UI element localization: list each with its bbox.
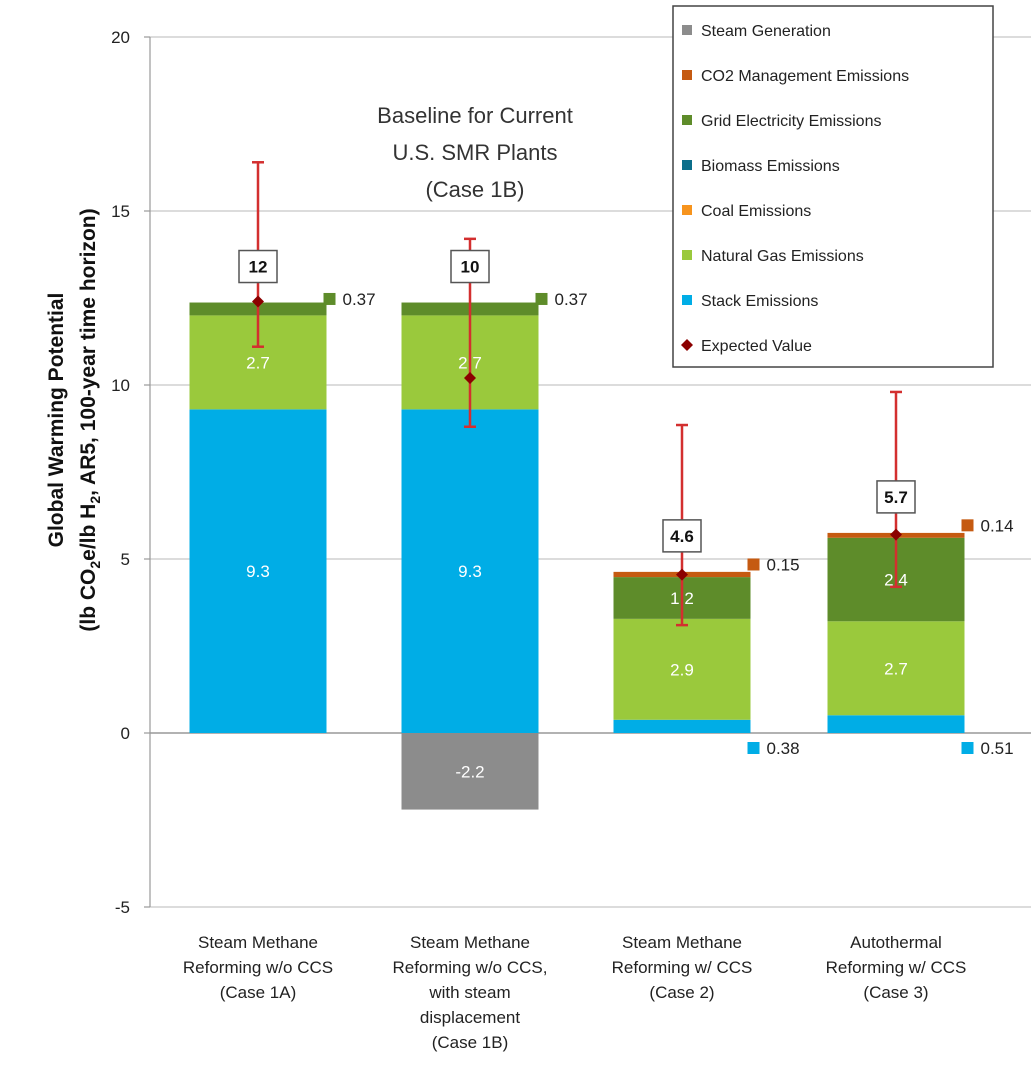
expected-value-label: 10 [461,258,480,277]
side-label-marker [747,558,760,571]
legend-label: CO2 Management Emissions [701,68,909,85]
legend-swatch [682,295,692,305]
bar-segment-stack-emissions [189,409,327,733]
segment-value-label: -2.2 [455,762,484,781]
legend-label: Coal Emissions [701,203,811,220]
category-label-line: Reforming w/o CCS [183,958,333,977]
y-axis-title-part: , AR5, 100-year time horizon) [77,208,100,495]
legend-swatch [682,160,692,170]
side-value-label: 0.38 [767,739,800,758]
y-tick-label: 20 [111,28,130,47]
legend-marker-expected-value [681,339,693,351]
side-value-label: 0.51 [981,739,1014,758]
category-label-line: (Case 1B) [432,1033,509,1052]
category-label-line: Steam Methane [198,933,318,952]
y-axis-title-part: (lb CO [77,569,100,632]
side-label-marker [961,742,974,754]
expected-value-marker [890,528,902,541]
y-axis-title-subscript: 2 [87,496,103,504]
annotation-text: Baseline for Current U.S. SMR Plants (Case… [377,103,573,202]
y-axis-ticks: 20 15 10 5 0 -5 [111,28,130,917]
segment-value-label: 9.3 [458,562,482,581]
expected-value-box [238,249,278,284]
legend-swatch [682,25,692,35]
legend-label: Grid Electricity Emissions [701,113,881,130]
baseline-annotation: Baseline for Current U.S. SMR Plants (Case… [377,103,573,202]
segment-value-label: 9.3 [246,562,270,581]
y-axis-title-group: Global Warming Potential(lb CO2e/lb H2, … [45,208,103,631]
expected-value-box [450,249,490,284]
side-label-marker [961,519,974,532]
category-label-line: with steam [428,983,510,1002]
expected-value-marker [676,568,688,581]
expected-value-label: 12 [249,258,268,277]
legend-swatch [682,70,692,80]
category-label: Steam Methane Reforming w/ CCS (Case 2) [612,933,753,1002]
expected-value-marker [464,372,476,385]
expected-value-label: 5.7 [884,488,908,507]
y-axis-title-subscript: 2 [87,561,103,569]
side-value-label: 0.37 [555,290,588,309]
legend-label: Stack Emissions [701,293,818,310]
bar-segment-natural-gas-emissions [827,621,965,716]
bar-segment-stack-emissions [613,719,751,733]
side-value-label: 0.37 [343,290,376,309]
bar-segment-natural-gas-emissions [613,618,751,720]
category-label: Autothermal Reforming w/ CCS (Case 3) [826,933,967,1002]
y-axis-title-part: e/lb H [77,504,100,561]
legend-label: Natural Gas Emissions [701,248,864,265]
segment-value-label: 2.7 [884,659,908,678]
legend-swatch [682,250,692,260]
legend-box [672,5,994,368]
category-label-line: Reforming w/ CCS [826,958,967,977]
side-label-marker [747,742,760,754]
legend-swatch [682,115,692,125]
category-label-line: Reforming w/ CCS [612,958,753,977]
category-label: Steam Methane Reforming w/o CCS (Case 1A) [183,933,333,1002]
side-value-label: 0.14 [981,516,1014,535]
y-axis-title-line2: (lb CO2e/lb H2, AR5, 100-year time horiz… [77,208,103,631]
expected-value-marker [252,295,264,308]
legend-label: Expected Value [701,338,812,355]
category-label-line: (Case 2) [649,983,714,1002]
category-label-line: Steam Methane [622,933,742,952]
segment-value-label: 2.9 [670,660,694,679]
segment-labels: 9.32.70.379.32.70.37-2.20.382.91.20.150.… [246,290,1013,781]
annotation-line: Baseline for Current [377,103,573,128]
expected-value-box [662,519,702,553]
side-label-marker [535,292,548,305]
expected-value-label: 4.6 [670,527,694,546]
side-value-label: 0.15 [767,555,800,574]
category-label-line: (Case 3) [863,983,928,1002]
legend-label: Biomass Emissions [701,158,840,175]
annotation-line: U.S. SMR Plants [392,140,557,165]
category-label-line: displacement [420,1008,520,1027]
bar-segment-stack-emissions [401,409,539,733]
y-tick-label: -5 [115,898,130,917]
legend-swatch [682,205,692,215]
category-label-line: Reforming w/o CCS, [393,958,548,977]
category-label-line: Steam Methane [410,933,530,952]
bar-segment-stack-emissions [827,715,965,733]
y-tick-label: 0 [121,724,130,743]
expected-value-box [876,480,916,514]
y-tick-label: 5 [121,550,130,569]
y-tick-label: 15 [111,202,130,221]
x-axis-categories: Steam Methane Reforming w/o CCS (Case 1A)S… [183,933,966,1052]
category-label-line: (Case 1A) [220,983,297,1002]
legend-label: Steam Generation [701,23,831,40]
category-label: Steam Methane Reforming w/o CCS, with stea… [393,933,548,1052]
y-axis-title-line1: Global Warming Potential [45,293,68,548]
segment-value-label: 2.7 [246,353,270,372]
expected-values: 12 10 4.6 5.7 [238,249,916,581]
bar-segment-steam-generation [401,733,539,810]
category-label-line: Autothermal [850,933,942,952]
side-label-marker [323,292,336,305]
y-tick-label: 10 [111,376,130,395]
annotation-line: (Case 1B) [425,177,524,202]
y-axis-title: Global Warming Potential(lb CO2e/lb H2, … [45,208,103,631]
legend: Steam Generation CO2 Management Emissions… [672,5,994,368]
